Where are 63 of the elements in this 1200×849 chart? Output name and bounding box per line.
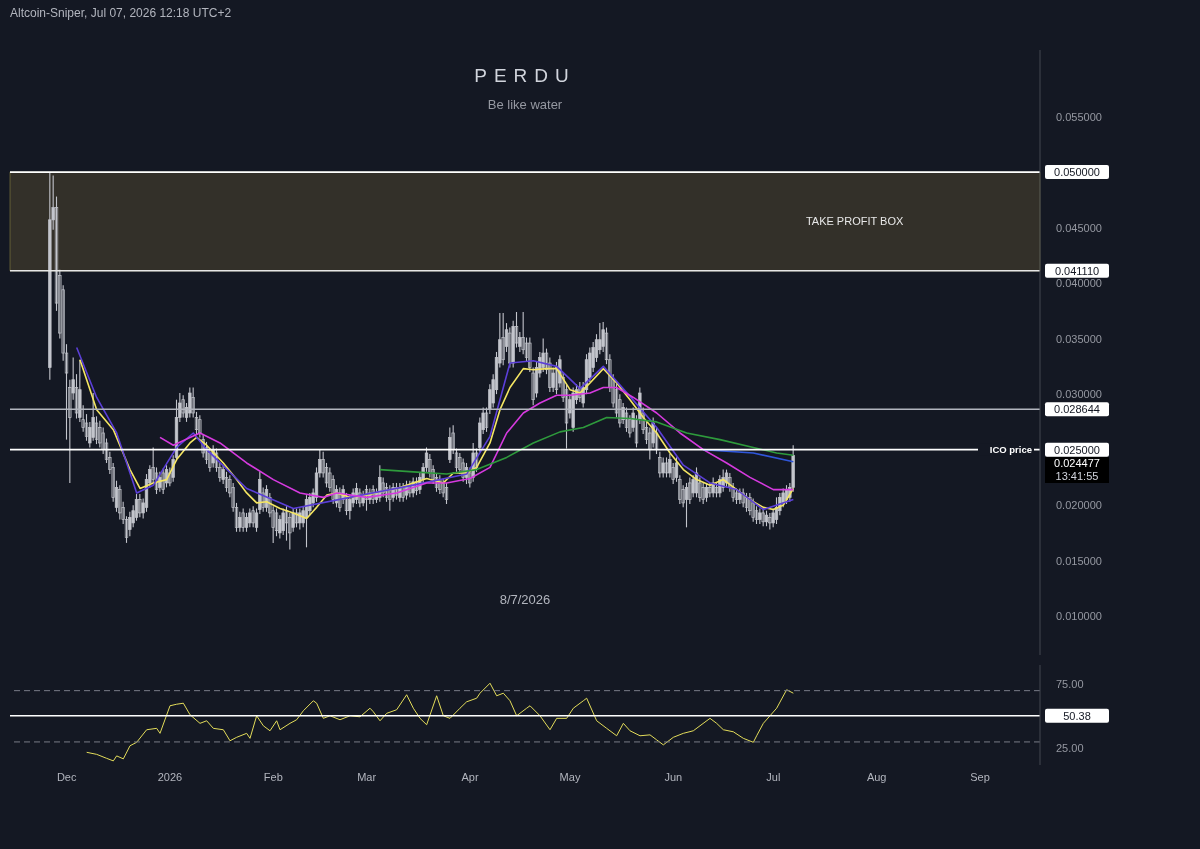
y-tick-label: 0.015000	[1056, 554, 1102, 567]
candlestick	[501, 312, 505, 366]
x-tick-label: Mar	[357, 770, 377, 783]
candlestick	[138, 493, 142, 518]
candlestick	[438, 474, 442, 495]
text: PERDU	[473, 65, 577, 87]
candlestick	[658, 451, 662, 478]
line-series	[86, 682, 794, 762]
candlestick	[251, 505, 255, 528]
y-tick-label: 0.030000	[1056, 388, 1102, 401]
candlestick	[541, 338, 545, 373]
x-tick-label: Feb	[263, 770, 283, 783]
y-tick-label: 0.020000	[1056, 499, 1102, 512]
candlestick	[624, 406, 629, 433]
ref-line-label: 0.041110	[1054, 264, 1100, 277]
candlestick	[224, 471, 229, 493]
x-tick-label: Dec	[56, 770, 77, 783]
text: Altcoin-Sniper, Jul 07, 2026 12:18 UTC+2	[10, 6, 232, 20]
candlestick	[294, 507, 299, 528]
y-tick-label: 75.00	[1056, 678, 1084, 691]
x-tick-label: Apr	[461, 770, 479, 783]
candlestick	[241, 507, 245, 533]
candlestick	[248, 507, 252, 528]
x-tick-label: Aug	[866, 770, 887, 783]
y-tick-label: 0.045000	[1056, 221, 1102, 234]
candlestick	[444, 482, 449, 505]
candlestick	[181, 394, 185, 418]
annotation: 8/7/2026	[498, 592, 552, 607]
text: 0.024477	[1045, 457, 1109, 470]
x-tick-label: Jun	[664, 770, 683, 783]
band-label: TAKE PROFIT BOX	[805, 215, 904, 228]
text: 13:41:55	[1045, 470, 1109, 483]
candlestick	[744, 492, 749, 513]
candlestick	[401, 482, 405, 503]
x-tick-label: May	[559, 770, 581, 783]
y-tick-label: 0.050000	[1054, 166, 1100, 179]
candlestick	[661, 456, 665, 478]
candlestick	[461, 457, 465, 483]
y-tick-label: 0.035000	[1056, 332, 1102, 345]
candlestick	[664, 456, 669, 478]
candlestick	[578, 381, 582, 403]
ref-line-label: ICO price	[989, 444, 1032, 456]
ref-line-label: 0.028644	[1054, 403, 1100, 416]
candlestick	[751, 497, 755, 523]
candlestick	[244, 512, 249, 533]
x-tick-label: Jul	[766, 770, 781, 783]
text: Be like water	[486, 97, 564, 112]
candlestick	[381, 476, 385, 498]
candlestick	[388, 484, 392, 512]
candlestick	[118, 484, 122, 521]
ref-line-label: 50.38	[1063, 709, 1091, 722]
y-tick-label: 25.00	[1056, 742, 1084, 755]
y-tick-label: 0.025000	[1054, 443, 1100, 456]
candlestick	[161, 467, 165, 495]
y-tick-label: 0.040000	[1056, 277, 1102, 290]
x-tick-label: Sep	[970, 770, 990, 783]
y-tick-label: 0.055000	[1056, 110, 1102, 123]
x-tick-label: 2026	[157, 770, 183, 783]
candlestick	[198, 414, 202, 438]
candlestick	[188, 386, 192, 418]
y-tick-label: 0.010000	[1056, 610, 1102, 623]
candlestick	[598, 322, 602, 355]
candlestick	[448, 426, 452, 464]
